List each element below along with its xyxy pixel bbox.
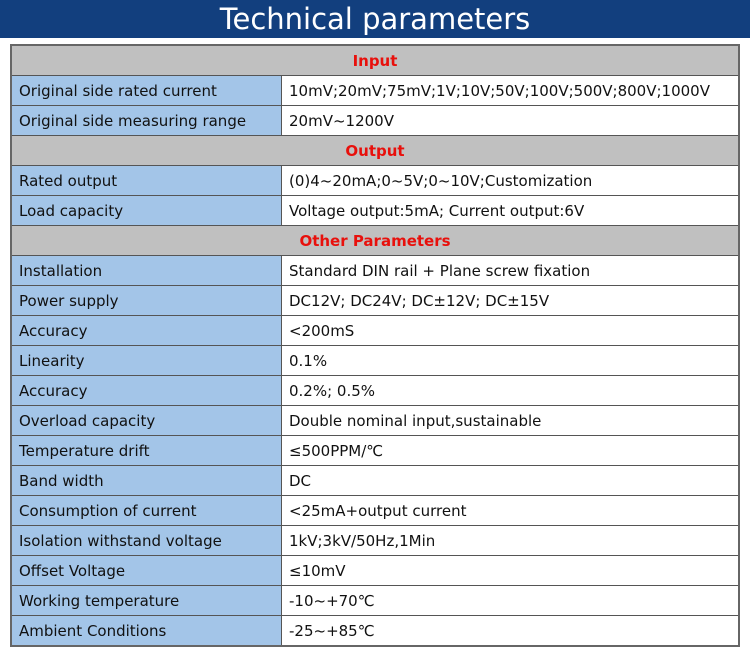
param-value: 0.2%; 0.5% bbox=[281, 375, 740, 406]
section-row: Input bbox=[10, 44, 740, 76]
param-value: 1kV;3kV/50Hz,1Min bbox=[281, 525, 740, 556]
param-name: Installation bbox=[10, 255, 282, 286]
param-name: Isolation withstand voltage bbox=[10, 525, 282, 556]
param-row: Offset Voltage ≤10mV bbox=[10, 555, 740, 586]
param-value: 0.1% bbox=[281, 345, 740, 376]
param-value: ≤10mV bbox=[281, 555, 740, 586]
param-row: Load capacity Voltage output:5mA; Current… bbox=[10, 195, 740, 226]
param-row: Consumption of current <25mA+output curre… bbox=[10, 495, 740, 526]
param-name: Power supply bbox=[10, 285, 282, 316]
param-value: Standard DIN rail + Plane screw fixation bbox=[281, 255, 740, 286]
param-value: Voltage output:5mA; Current output:6V bbox=[281, 195, 740, 226]
param-row: Accuracy <200mS bbox=[10, 315, 740, 346]
param-name: Accuracy bbox=[10, 375, 282, 406]
section-row: Output bbox=[10, 135, 740, 166]
param-row: Ambient Conditions -25~+85℃ bbox=[10, 615, 740, 647]
param-value: -25~+85℃ bbox=[281, 615, 740, 647]
param-row: Linearity 0.1% bbox=[10, 345, 740, 376]
param-row: Original side measuring range 20mV~1200V bbox=[10, 105, 740, 136]
param-name: Rated output bbox=[10, 165, 282, 196]
param-row: Power supply DC12V; DC24V; DC±12V; DC±15V bbox=[10, 285, 740, 316]
param-row: Installation Standard DIN rail + Plane sc… bbox=[10, 255, 740, 286]
param-row: Accuracy 0.2%; 0.5% bbox=[10, 375, 740, 406]
param-value: <25mA+output current bbox=[281, 495, 740, 526]
param-value: ≤500PPM/℃ bbox=[281, 435, 740, 466]
param-name: Band width bbox=[10, 465, 282, 496]
param-value: Double nominal input,sustainable bbox=[281, 405, 740, 436]
section-title: Input bbox=[10, 44, 740, 76]
param-name: Overload capacity bbox=[10, 405, 282, 436]
param-name: Original side measuring range bbox=[10, 105, 282, 136]
param-row: Temperature drift ≤500PPM/℃ bbox=[10, 435, 740, 466]
param-value: 20mV~1200V bbox=[281, 105, 740, 136]
title-bar: Technical parameters bbox=[0, 0, 750, 38]
param-value: DC12V; DC24V; DC±12V; DC±15V bbox=[281, 285, 740, 316]
param-value: 10mV;20mV;75mV;1V;10V;50V;100V;500V;800V… bbox=[281, 75, 740, 106]
param-row: Isolation withstand voltage 1kV;3kV/50Hz,… bbox=[10, 525, 740, 556]
param-value: DC bbox=[281, 465, 740, 496]
section-row: Other Parameters bbox=[10, 225, 740, 256]
param-row: Rated output (0)4~20mA;0~5V;0~10V;Customi… bbox=[10, 165, 740, 196]
section-title: Output bbox=[10, 135, 740, 166]
param-name: Ambient Conditions bbox=[10, 615, 282, 647]
param-value: (0)4~20mA;0~5V;0~10V;Customization bbox=[281, 165, 740, 196]
param-name: Accuracy bbox=[10, 315, 282, 346]
param-name: Original side rated current bbox=[10, 75, 282, 106]
param-row: Original side rated current 10mV;20mV;75m… bbox=[10, 75, 740, 106]
param-row: Working temperature -10~+70℃ bbox=[10, 585, 740, 616]
parameters-table: Input Original side rated current 10mV;20m… bbox=[10, 44, 740, 647]
param-name: Temperature drift bbox=[10, 435, 282, 466]
param-name: Load capacity bbox=[10, 195, 282, 226]
param-row: Band width DC bbox=[10, 465, 740, 496]
section-title: Other Parameters bbox=[10, 225, 740, 256]
param-value: <200mS bbox=[281, 315, 740, 346]
param-value: -10~+70℃ bbox=[281, 585, 740, 616]
param-name: Working temperature bbox=[10, 585, 282, 616]
param-name: Offset Voltage bbox=[10, 555, 282, 586]
param-name: Linearity bbox=[10, 345, 282, 376]
param-row: Overload capacity Double nominal input,su… bbox=[10, 405, 740, 436]
param-name: Consumption of current bbox=[10, 495, 282, 526]
